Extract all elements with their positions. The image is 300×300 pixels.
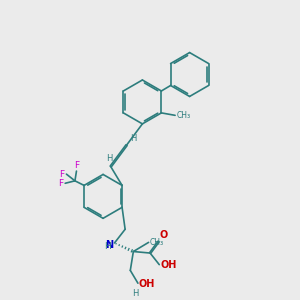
Text: F: F [74,160,79,169]
Text: F: F [58,179,63,188]
Text: OH: OH [139,279,155,289]
Text: H: H [106,154,113,163]
Text: H: H [130,134,137,143]
Text: OH: OH [160,260,176,270]
Text: F: F [59,169,64,178]
Text: CH₃: CH₃ [176,111,190,120]
Text: O: O [159,230,167,240]
Text: H: H [104,242,111,251]
Text: N: N [105,240,113,250]
Text: H: H [132,289,138,298]
Text: CH₃: CH₃ [150,238,164,247]
